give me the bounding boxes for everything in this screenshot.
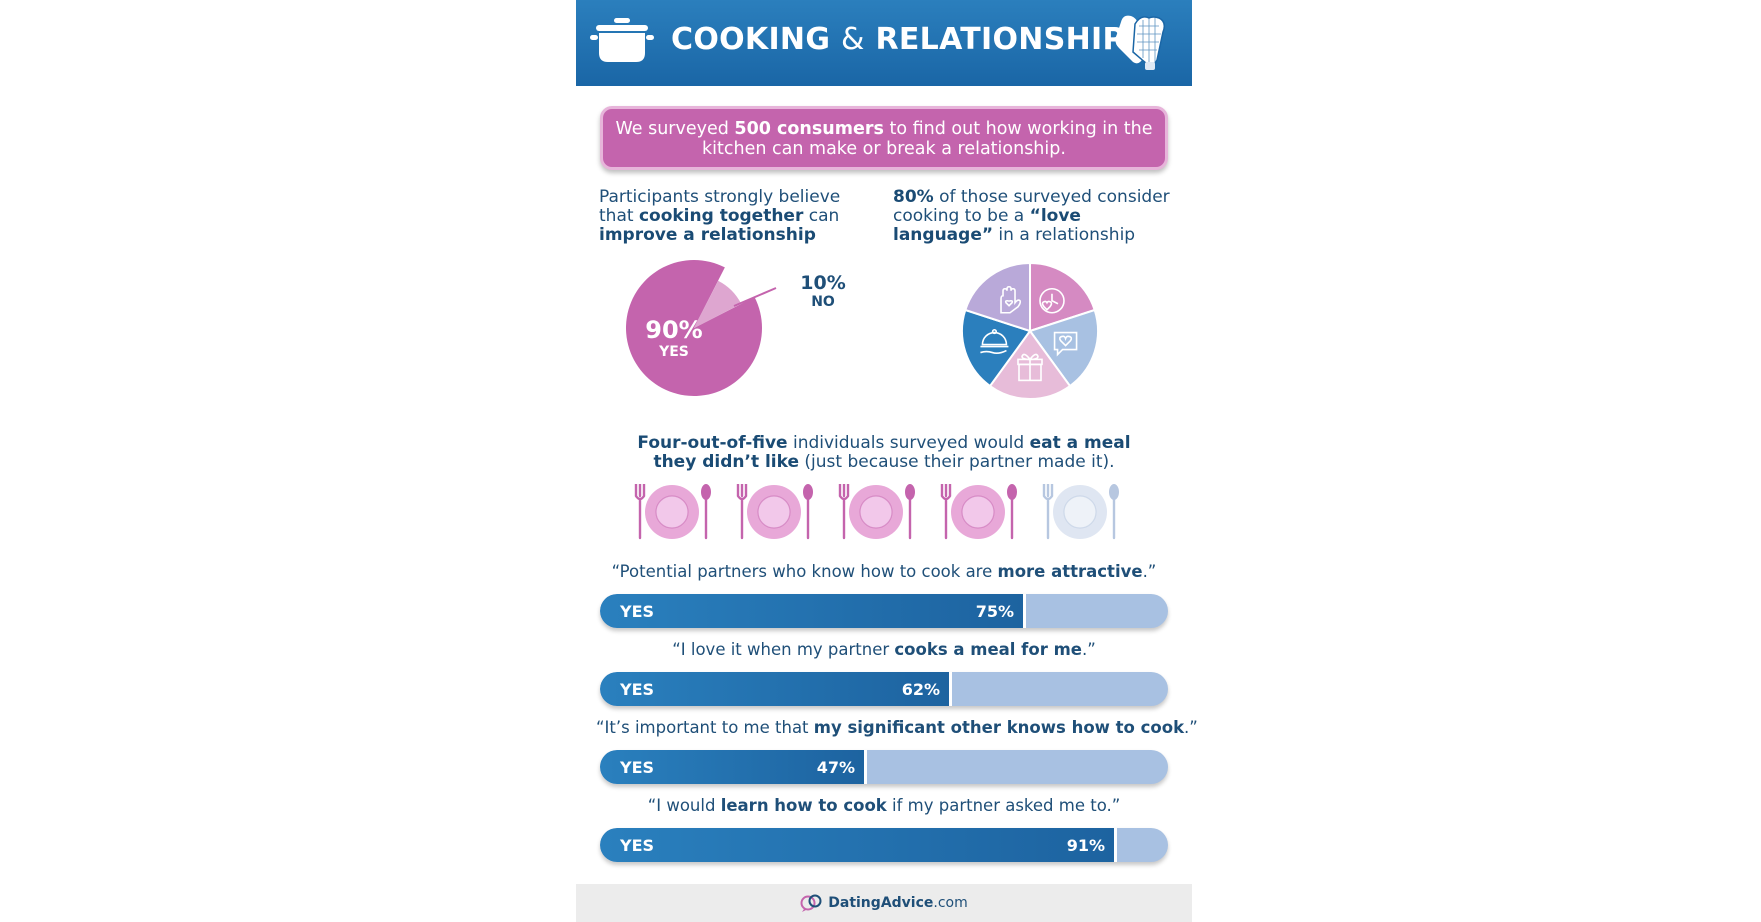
bar-fill-2: YES 62% [600,672,952,706]
cooking-pot-icon [590,18,654,62]
love-language-pie-chart [961,261,1099,400]
bar-value-label: 75% [975,602,1014,621]
bar-yes-label: YES [620,602,655,621]
serving-cloche-icon [980,328,1009,355]
place-setting-filled-icon [838,484,915,540]
pie1-no-label: 10% NO [800,272,846,310]
bar-question-3: “It’s important to me that my significan… [596,718,1198,737]
pie2-slice-2 [1028,308,1099,388]
dating-advice-logo-icon [800,894,822,912]
page-title: COOKING & RELATIONSHIPS [671,22,1147,57]
bar-value-label: 47% [816,758,855,777]
bar-yes-label: YES [620,758,655,777]
bar-track-2: YES 62% [600,672,1168,706]
place-setting-filled-icon [634,484,711,540]
place-settings-pictogram [634,484,1119,540]
bar-value-label: 91% [1066,836,1105,855]
footer: DatingAdvice.com [576,884,1192,922]
intro-banner: We surveyed 500 consumers to find out ho… [600,106,1168,170]
pie1-leader-line [733,287,777,307]
chat-heart-icon [1053,331,1078,357]
pie1-yes-label: 90% YES [645,316,703,360]
bar-fill-1: YES 75% [600,594,1026,628]
place-setting-filled-icon [940,484,1017,540]
header-banner: COOKING & RELATIONSHIPS [576,0,1192,86]
bar-question-4: “I would learn how to cook if my partner… [647,796,1121,815]
brand-logo: DatingAdvice.com [576,894,1192,912]
bar-yes-label: YES [620,680,655,699]
oven-mitt-icon [1115,15,1166,70]
pie1-slice-no [694,280,742,328]
bar-value-label: 62% [901,680,940,699]
pie2-slice-4 [961,308,1032,388]
improve-relationship-pie-chart [626,260,777,396]
clock-heart-icon [1039,287,1065,314]
bar-track-3: YES 47% [600,750,1168,784]
bar-question-2: “I love it when my partner cooks a meal … [672,640,1096,659]
infographic-card: COOKING & RELATIONSHIPS We surveyed 500 … [576,0,1198,922]
place-setting-empty-icon [1042,484,1119,540]
meals-caption: Four-out-of-five individuals surveyed wo… [637,433,1131,472]
pie2-slice-1 [1029,261,1096,333]
bar-yes-label: YES [620,836,655,855]
bar-track-4: YES 91% [600,828,1168,862]
bar-fill-3: YES 47% [600,750,867,784]
bar-track-1: YES 75% [600,594,1168,628]
pie1-caption: Participants strongly believe that cooki… [599,187,841,245]
place-setting-filled-icon [736,484,813,540]
gift-icon [1017,353,1043,382]
bar-fill-4: YES 91% [600,828,1117,862]
pie2-caption: 80% of those surveyed consider cooking t… [893,187,1170,245]
bar-question-1: “Potential partners who know how to cook… [611,562,1157,581]
pie2-slice-5 [964,261,1031,333]
